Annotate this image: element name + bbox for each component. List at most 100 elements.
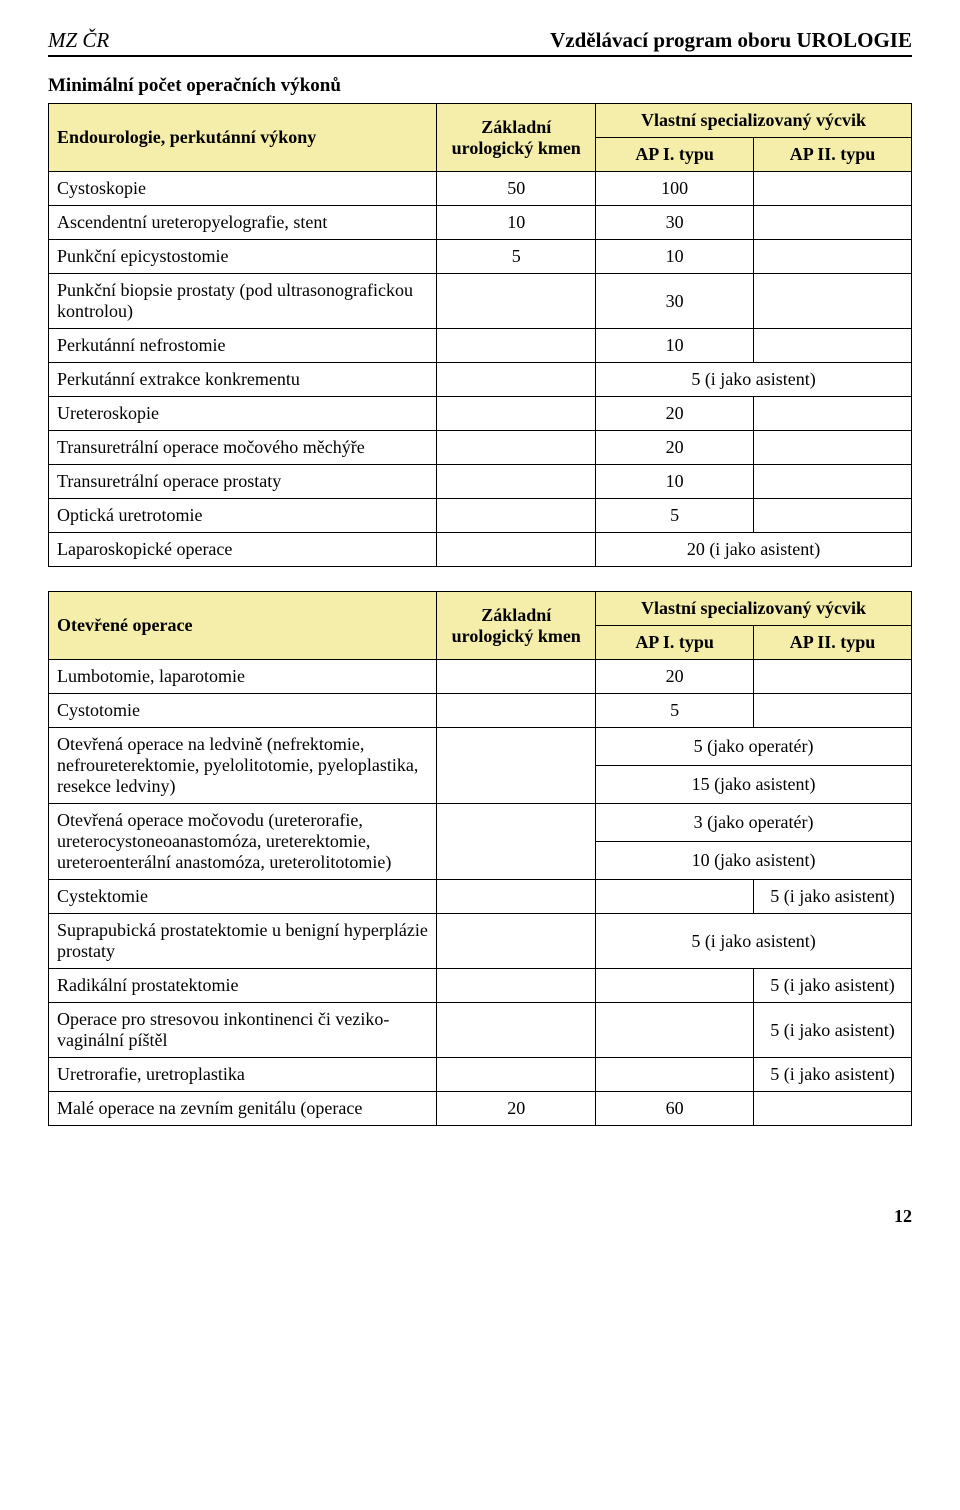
cell <box>437 1003 596 1058</box>
section-title: Minimální počet operačních výkonů <box>48 75 912 97</box>
cell <box>437 660 596 694</box>
cell: 5 (i jako asistent) <box>754 880 912 914</box>
cell <box>437 329 596 363</box>
table-row: Operace pro stresovou inkontinenci či ve… <box>49 1003 912 1058</box>
table-row: Cystektomie 5 (i jako asistent) <box>49 880 912 914</box>
row-label: Cystoskopie <box>49 172 437 206</box>
table-header-row: Otevřené operace Základní urologický kme… <box>49 592 912 626</box>
cell <box>437 969 596 1003</box>
table-row: Perkutánní extrakce konkrementu 5 (i jak… <box>49 363 912 397</box>
table-row: Malé operace na zevním genitálu (operace… <box>49 1092 912 1126</box>
cell <box>596 969 754 1003</box>
row-label: Punkční epicystostomie <box>49 240 437 274</box>
cell: 10 <box>437 206 596 240</box>
cell: 20 <box>437 1092 596 1126</box>
table-row: Transuretrální operace prostaty 10 <box>49 465 912 499</box>
row-label: Otevřená operace močovodu (ureterorafie,… <box>49 804 437 880</box>
cell: 5 <box>596 499 754 533</box>
table-row: Perkutánní nefrostomie 10 <box>49 329 912 363</box>
table-row: Ascendentní ureteropyelografie, stent 10… <box>49 206 912 240</box>
page: MZ ČR Vzdělávací program oboru UROLOGIE … <box>0 0 960 1267</box>
cell <box>437 499 596 533</box>
cell: 5 <box>437 240 596 274</box>
row-label: Malé operace na zevním genitálu (operace <box>49 1092 437 1126</box>
table-row: Uretrorafie, uretroplastika 5 (i jako as… <box>49 1058 912 1092</box>
row-label: Operace pro stresovou inkontinenci či ve… <box>49 1003 437 1058</box>
cell <box>754 329 912 363</box>
row-label: Ureteroskopie <box>49 397 437 431</box>
row-label: Perkutánní nefrostomie <box>49 329 437 363</box>
cell <box>437 914 596 969</box>
row-label: Optická uretrotomie <box>49 499 437 533</box>
cell-span: 20 (i jako asistent) <box>596 533 912 567</box>
cell: 5 <box>596 694 754 728</box>
cell: 10 <box>596 240 754 274</box>
table-header-row: Endourologie, perkutánní výkony Základní… <box>49 104 912 138</box>
cell: 5 (i jako asistent) <box>754 1003 912 1058</box>
table-row: Cystotomie 5 <box>49 694 912 728</box>
cell <box>437 363 596 397</box>
document-header: MZ ČR Vzdělávací program oboru UROLOGIE <box>48 28 912 57</box>
table-row: Lumbotomie, laparotomie 20 <box>49 660 912 694</box>
table-row: Laparoskopické operace 20 (i jako asiste… <box>49 533 912 567</box>
cell <box>596 1003 754 1058</box>
header-topspan: Vlastní specializovaný výcvik <box>596 592 912 626</box>
header-col2: Základní urologický kmen <box>437 592 596 660</box>
cell <box>437 880 596 914</box>
table-endourologie: Endourologie, perkutánní výkony Základní… <box>48 103 912 567</box>
cell-span: 5 (i jako asistent) <box>596 914 912 969</box>
cell <box>596 880 754 914</box>
cell <box>754 465 912 499</box>
row-label: Otevřená operace na ledvině (nefrektomie… <box>49 728 437 804</box>
cell <box>754 1092 912 1126</box>
table-row: Punkční epicystostomie 5 10 <box>49 240 912 274</box>
header-sub1: AP I. typu <box>596 626 754 660</box>
cell <box>437 804 596 880</box>
cell <box>437 694 596 728</box>
header-sub1: AP I. typu <box>596 138 754 172</box>
cell <box>754 172 912 206</box>
row-label: Transuretrální operace močového měchýře <box>49 431 437 465</box>
cell <box>754 499 912 533</box>
row-label: Uretrorafie, uretroplastika <box>49 1058 437 1092</box>
table-row: Optická uretrotomie 5 <box>49 499 912 533</box>
page-number: 12 <box>48 1206 912 1227</box>
cell <box>754 660 912 694</box>
header-corner: Endourologie, perkutánní výkony <box>49 104 437 172</box>
cell: 50 <box>437 172 596 206</box>
header-left: MZ ČR <box>48 28 109 53</box>
cell-span: 5 (i jako asistent) <box>596 363 912 397</box>
row-label: Cystotomie <box>49 694 437 728</box>
cell <box>754 206 912 240</box>
cell <box>437 533 596 567</box>
row-label: Lumbotomie, laparotomie <box>49 660 437 694</box>
table-row: Cystoskopie 50 100 <box>49 172 912 206</box>
row-label: Punkční biopsie prostaty (pod ultrasonog… <box>49 274 437 329</box>
cell <box>437 728 596 804</box>
cell <box>437 274 596 329</box>
cell: 5 (i jako asistent) <box>754 969 912 1003</box>
table-otevrene-operace: Otevřené operace Základní urologický kme… <box>48 591 912 1126</box>
row-label: Transuretrální operace prostaty <box>49 465 437 499</box>
cell: 5 (i jako asistent) <box>754 1058 912 1092</box>
cell <box>437 1058 596 1092</box>
cell <box>437 465 596 499</box>
cell <box>754 431 912 465</box>
header-col2: Základní urologický kmen <box>437 104 596 172</box>
header-sub2: AP II. typu <box>754 626 912 660</box>
table-row: Transuretrální operace močového měchýře … <box>49 431 912 465</box>
row-label: Perkutánní extrakce konkrementu <box>49 363 437 397</box>
cell <box>437 397 596 431</box>
table-row: Suprapubická prostatektomie u benigní hy… <box>49 914 912 969</box>
cell-span: 3 (jako operatér) <box>596 804 912 842</box>
cell <box>754 694 912 728</box>
header-sub2: AP II. typu <box>754 138 912 172</box>
table-row: Otevřená operace na ledvině (nefrektomie… <box>49 728 912 766</box>
cell: 20 <box>596 660 754 694</box>
cell: 10 <box>596 465 754 499</box>
table-row: Radikální prostatektomie 5 (i jako asist… <box>49 969 912 1003</box>
row-label: Radikální prostatektomie <box>49 969 437 1003</box>
header-topspan: Vlastní specializovaný výcvik <box>596 104 912 138</box>
table-row: Punkční biopsie prostaty (pod ultrasonog… <box>49 274 912 329</box>
cell-span: 5 (jako operatér) <box>596 728 912 766</box>
